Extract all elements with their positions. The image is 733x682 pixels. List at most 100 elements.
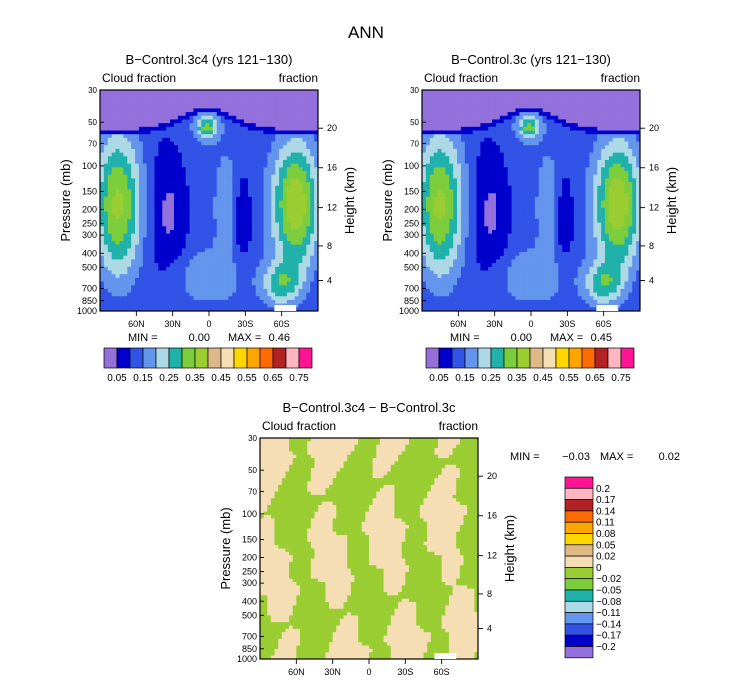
contour-cell — [244, 163, 249, 168]
contour-cell — [271, 307, 276, 312]
contour-cell — [286, 292, 292, 297]
contour-cell — [433, 112, 438, 117]
contour-cell — [154, 104, 159, 109]
contour-cell — [624, 174, 629, 179]
contour-cell — [177, 119, 183, 124]
contour-cell — [127, 274, 132, 279]
contour-cell — [216, 189, 222, 194]
contour-cell — [181, 182, 186, 187]
contour-cell — [107, 226, 113, 231]
contour-cell — [142, 182, 148, 187]
contour-cell — [240, 303, 245, 308]
contour-cell — [131, 148, 136, 153]
contour-cell — [177, 137, 183, 142]
contour-cell — [146, 152, 151, 157]
contour-cell — [263, 130, 268, 135]
contour-cell — [170, 108, 175, 113]
contour-cell — [247, 292, 253, 297]
contour-cell — [445, 97, 450, 102]
contour-cell — [255, 277, 260, 282]
contour-cell — [154, 171, 159, 176]
contour-cell — [119, 266, 124, 271]
contour-cell — [306, 215, 311, 220]
contour-cell — [209, 285, 214, 290]
colorbar-swatch — [246, 347, 261, 369]
pressure-tick-label: 30 — [88, 86, 97, 95]
contour-cell — [197, 211, 202, 216]
contour-cell — [193, 288, 198, 293]
contour-cell — [166, 274, 171, 279]
contour-cell — [247, 159, 253, 165]
contour-cell — [181, 178, 186, 183]
contour-cell — [628, 101, 633, 106]
contour-cell — [495, 145, 501, 150]
contour-cell — [492, 185, 497, 190]
contour-cell — [224, 288, 229, 293]
contour-cell — [531, 104, 536, 109]
contour-cell — [306, 303, 311, 308]
contour-cell — [255, 259, 260, 264]
contour-cell — [201, 115, 206, 120]
contour-cell — [170, 134, 175, 139]
contour-cell — [310, 93, 315, 98]
contour-cell — [492, 171, 497, 176]
contour-cell — [158, 171, 163, 176]
contour-cell — [201, 292, 206, 297]
contour-cell — [111, 274, 116, 279]
contour-cell — [538, 189, 544, 194]
contour-cell — [259, 204, 264, 209]
contour-cell — [201, 174, 206, 179]
contour-cell — [232, 90, 237, 95]
contour-cell — [209, 274, 214, 279]
contour-cell — [111, 226, 116, 231]
contour-cell — [275, 285, 280, 290]
contour-cell — [146, 296, 151, 301]
contour-cell — [453, 156, 458, 161]
contour-cell — [484, 189, 489, 194]
contour-cell — [259, 207, 264, 212]
contour-cell — [127, 207, 132, 212]
contour-cell — [158, 134, 163, 139]
contour-cell — [538, 145, 544, 150]
contour-cell — [581, 90, 586, 95]
contour-cell — [492, 97, 497, 102]
contour-cell — [259, 159, 264, 165]
contour-cell — [100, 152, 105, 157]
contour-cell — [111, 204, 116, 209]
contour-cell — [209, 255, 214, 260]
contour-cell — [263, 274, 268, 279]
contour-cell — [550, 189, 555, 194]
contour-cell — [495, 148, 501, 153]
contour-cell — [158, 185, 163, 190]
contour-cell — [515, 134, 520, 139]
contour-cell — [142, 148, 148, 153]
contour-cell — [177, 145, 183, 150]
contour-cell — [255, 241, 260, 246]
contour-cell — [507, 189, 512, 194]
contour-cell — [259, 145, 264, 150]
contour-cell — [433, 145, 438, 150]
contour-cell — [453, 101, 458, 106]
contour-cell — [228, 211, 233, 216]
contour-cell — [302, 263, 307, 268]
contour-cell — [298, 182, 303, 187]
contour-cell — [294, 266, 299, 271]
contour-cell — [247, 171, 253, 176]
contour-cell — [534, 90, 540, 95]
contour-cell — [232, 237, 237, 242]
contour-cell — [173, 193, 179, 198]
contour-cell — [282, 215, 288, 220]
contour-cell — [197, 285, 202, 290]
contour-cell — [247, 263, 253, 268]
contour-cell — [232, 296, 237, 301]
contour-cell — [107, 277, 113, 282]
contour-cell — [228, 281, 233, 286]
contour-cell — [593, 123, 598, 128]
contour-cell — [531, 97, 536, 102]
contour-cell — [135, 229, 140, 234]
contour-cell — [103, 211, 109, 216]
pressure-tick-label: 100 — [82, 161, 97, 171]
contour-cell — [290, 185, 295, 190]
contour-cell — [306, 266, 311, 271]
contour-cell — [244, 292, 249, 297]
